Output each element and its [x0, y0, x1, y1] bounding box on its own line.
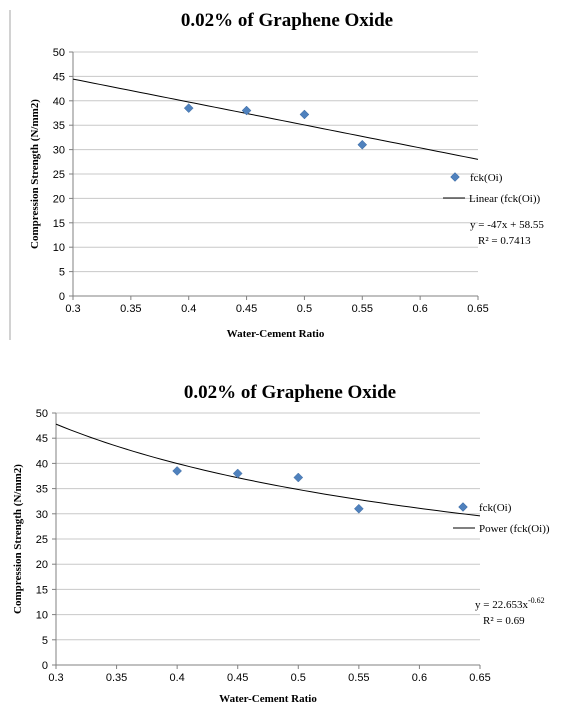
data-point: [183, 103, 194, 113]
y-tick-label: 50: [36, 408, 48, 420]
legend-series-label: fck(Oi): [479, 502, 512, 514]
chart-title: 0.02% of Graphene Oxide: [181, 10, 393, 31]
x-tick-label: 0.4: [181, 303, 196, 315]
y-tick-label: 40: [36, 458, 48, 470]
x-tick-label: 0.45: [236, 303, 257, 315]
x-tick-label: 0.6: [412, 303, 427, 315]
y-tick-label: 10: [53, 242, 65, 254]
trend-equation: y = -47x + 58.55: [470, 219, 544, 231]
x-axis-title: Water-Cement Ratio: [227, 328, 325, 340]
x-tick-label: 0.6: [412, 672, 427, 684]
y-tick-label: 20: [36, 559, 48, 571]
legend-marker: [450, 172, 460, 182]
x-tick-label: 0.65: [467, 303, 488, 315]
legend-marker: [458, 502, 468, 512]
data-point: [299, 109, 310, 120]
y-tick-label: 25: [36, 534, 48, 546]
y-tick-label: 10: [36, 610, 48, 622]
data-point: [354, 503, 364, 514]
y-tick-label: 35: [53, 120, 65, 132]
trend-r-squared: R² = 0.69: [483, 615, 525, 627]
y-tick-label: 25: [53, 169, 65, 181]
y-tick-label: 0: [59, 291, 65, 303]
legend-trend-label: Power (fck(Oi)): [479, 523, 550, 535]
data-point: [172, 466, 182, 476]
equation-base: y = 22.653x: [475, 599, 528, 611]
x-tick-label: 0.3: [48, 672, 63, 684]
data-point: [293, 472, 304, 483]
x-tick-label: 0.55: [348, 672, 369, 684]
data-point: [241, 105, 252, 116]
data-point: [232, 468, 243, 479]
x-tick-label: 0.4: [169, 672, 184, 684]
y-tick-label: 40: [53, 96, 65, 108]
y-axis-title: Compression Strength (N/mm2): [29, 99, 41, 249]
y-tick-label: 5: [59, 267, 65, 279]
trend-r-squared: R² = 0.7413: [478, 235, 531, 247]
chart-linear-svg: 0.02% of Graphene Oxide 0 5 10 15 20 25 30 35 40 4…: [9, 10, 544, 340]
y-tick-label: 5: [42, 635, 48, 647]
y-tick-label: 50: [53, 47, 65, 59]
y-tick-label: 15: [36, 584, 48, 596]
y-tick-label: 0: [42, 660, 48, 672]
y-tick-label: 45: [53, 71, 65, 83]
chart-power-trend: 0.02% of Graphene Oxide 0 5 10 15 20 25 30 35 40 4…: [0, 372, 568, 709]
x-tick-label: 0.5: [291, 672, 306, 684]
trendline: [55, 423, 481, 517]
x-tick-label: 0.55: [352, 303, 373, 315]
x-tick-label: 0.5: [297, 303, 312, 315]
y-tick-label: 45: [36, 433, 48, 445]
chart-power-svg: 0.02% of Graphene Oxide 0 5 10 15 20 25 30 35 40 4…: [12, 382, 550, 705]
y-tick-label: 30: [53, 145, 65, 157]
x-tick-label: 0.45: [227, 672, 248, 684]
x-tick-label: 0.3: [65, 303, 80, 315]
y-axis-title: Compression Strength (N/mm2): [12, 464, 24, 614]
legend-trend-label: Linear (fck(Oi)): [469, 193, 540, 205]
chart-linear-trend: 0.02% of Graphene Oxide 0 5 10 15 20 25 30 35 40 4…: [0, 0, 568, 345]
x-tick-label: 0.65: [469, 672, 490, 684]
y-tick-label: 35: [36, 484, 48, 496]
x-tick-label: 0.35: [120, 303, 141, 315]
legend-series-label: fck(Oi): [470, 172, 503, 184]
equation-exponent: -0.62: [528, 596, 545, 605]
trendline: [72, 78, 479, 160]
x-tick-label: 0.35: [106, 672, 127, 684]
x-axis-title: Water-Cement Ratio: [219, 693, 317, 705]
chart-title: 0.02% of Graphene Oxide: [184, 382, 396, 403]
y-tick-label: 15: [53, 218, 65, 230]
y-tick-label: 20: [53, 193, 65, 205]
y-tick-label: 30: [36, 509, 48, 521]
data-point: [357, 139, 368, 150]
trend-equation: y = 22.653x-0.62: [475, 596, 545, 611]
